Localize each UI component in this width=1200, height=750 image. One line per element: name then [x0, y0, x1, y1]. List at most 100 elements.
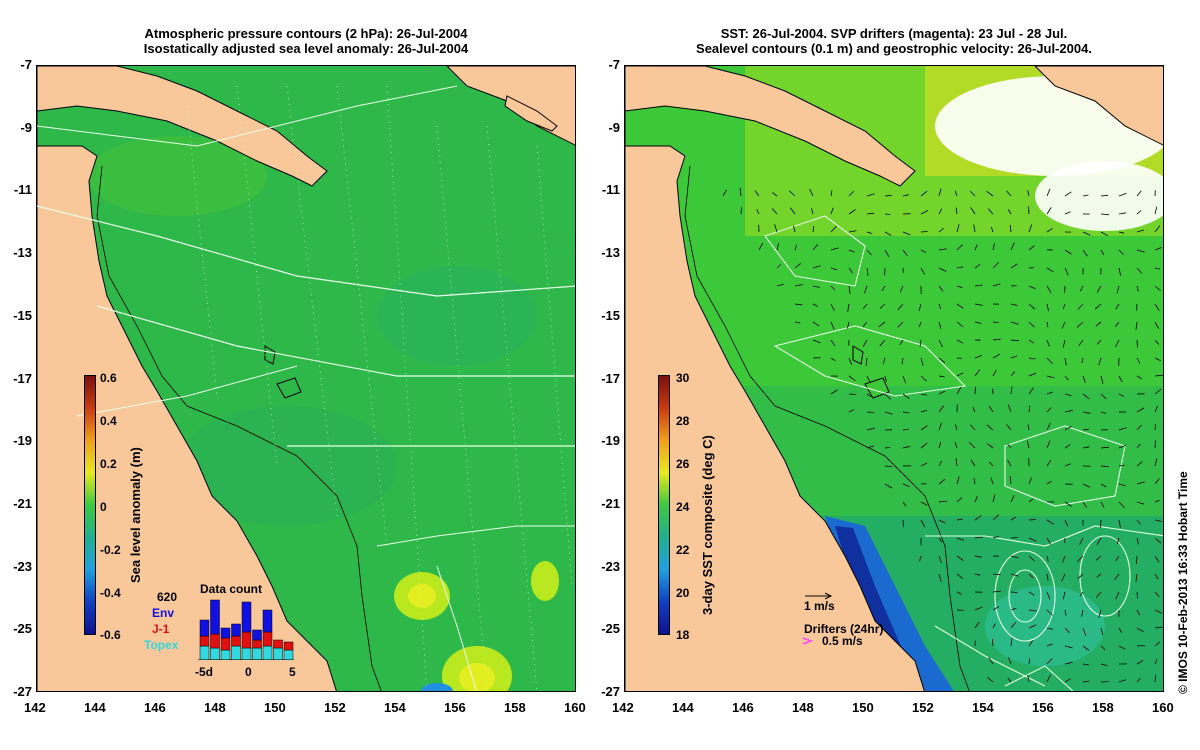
- sst-map: [624, 65, 1164, 692]
- velocity-arrow: [1077, 573, 1084, 580]
- velocity-arrow: [830, 226, 837, 233]
- velocity-arrow: [1154, 519, 1162, 522]
- velocity-arrow: [879, 303, 886, 309]
- velocity-arrow: [1154, 247, 1162, 251]
- x-tick-label: 146: [732, 700, 754, 715]
- velocity-arrow: [1010, 638, 1013, 647]
- velocity-arrow: [1077, 555, 1084, 562]
- velocity-arrow: [974, 244, 978, 251]
- velocity-arrow: [1007, 459, 1012, 467]
- velocity-arrow: [956, 285, 963, 289]
- velocity-arrow: [956, 244, 963, 251]
- velocity-arrow: [812, 339, 821, 344]
- velocity-arrow: [1046, 555, 1049, 562]
- velocity-arrow: [1010, 386, 1013, 395]
- velocity-arrow: [884, 465, 893, 468]
- velocity-arrow: [1114, 573, 1120, 581]
- velocity-arrow: [1135, 573, 1138, 582]
- velocity-arrow: [955, 207, 958, 215]
- velocity-arrow: [1007, 677, 1012, 683]
- velocity-arrow: [1100, 501, 1105, 508]
- y-tick-label: -19: [13, 433, 32, 449]
- velocity-arrow: [884, 483, 893, 489]
- velocity-arrow: [1009, 224, 1012, 233]
- velocity-arrow: [938, 519, 946, 524]
- velocity-arrow: [1046, 339, 1050, 347]
- velocity-arrow: [1154, 478, 1160, 485]
- velocity-arrow: [830, 357, 836, 362]
- inset-legend-topex: Topex: [144, 638, 179, 652]
- velocity-arrow: [1064, 267, 1069, 276]
- velocity-arrow: [1136, 537, 1139, 545]
- velocity-arrow: [1082, 663, 1089, 666]
- histogram-bar: [199, 645, 210, 660]
- velocity-arrow: [1078, 339, 1084, 346]
- velocity-arrow: [1154, 555, 1160, 563]
- velocity-arrow: [794, 284, 803, 287]
- velocity-arrow: [990, 226, 994, 233]
- velocity-arrow: [1046, 440, 1051, 449]
- velocity-arrow: [1100, 663, 1108, 666]
- velocity-arrow: [920, 210, 929, 215]
- velocity-arrow: [1046, 658, 1053, 665]
- velocity-arrow: [956, 386, 962, 395]
- velocity-arrow: [1116, 285, 1120, 294]
- velocity-arrow: [938, 405, 945, 413]
- velocity-arrow: [992, 283, 1001, 287]
- velocity-arrow: [1136, 609, 1141, 616]
- velocity-arrow: [897, 321, 904, 328]
- velocity-arrow: [938, 208, 943, 215]
- velocity-arrow: [1096, 339, 1102, 345]
- velocity-arrow: [938, 441, 942, 449]
- velocity-arrow: [1100, 411, 1107, 414]
- velocity-arrow: [974, 573, 981, 576]
- velocity-arrow: [1064, 444, 1071, 449]
- velocity-arrow: [789, 207, 796, 215]
- velocity-arrow: [1136, 660, 1144, 665]
- velocity-arrow: [987, 208, 994, 215]
- velocity-arrow: [1046, 285, 1052, 294]
- velocity-arrow: [722, 189, 727, 197]
- velocity-arrow: [862, 321, 868, 327]
- velocity-arrow: [1100, 627, 1104, 636]
- velocity-arrow: [938, 422, 942, 431]
- histogram-bar: [220, 637, 231, 651]
- velocity-arrow: [920, 519, 926, 528]
- velocity-arrow: [776, 264, 781, 269]
- velocity-arrow: [1082, 194, 1089, 197]
- velocity-arrow: [1082, 483, 1091, 488]
- velocity-arrow: [955, 424, 958, 431]
- y-tick-label: -13: [601, 245, 620, 261]
- velocity-arrow: [920, 357, 924, 366]
- velocity-arrow: [1046, 267, 1054, 273]
- sla-tick: 0.6: [100, 371, 117, 385]
- velocity-arrow: [1010, 607, 1017, 611]
- sst-colorbar-label: 3-day SST composite (deg C): [700, 435, 715, 615]
- velocity-arrow: [1082, 627, 1087, 636]
- velocity-arrow: [1027, 424, 1030, 431]
- velocity-arrow: [902, 231, 911, 236]
- velocity-arrow: [884, 213, 891, 215]
- velocity-arrow: [920, 249, 927, 253]
- velocity-arrow: [1136, 229, 1145, 233]
- velocity-arrow: [1010, 263, 1018, 269]
- x-tick-label: 144: [672, 700, 694, 715]
- velocity-arrow: [1136, 210, 1142, 215]
- x-tick-label: 160: [1152, 700, 1174, 715]
- velocity-arrow: [1154, 285, 1161, 291]
- histogram-bar: [231, 645, 241, 660]
- velocity-arrow: [1046, 207, 1052, 215]
- velocity-arrow: [830, 389, 838, 395]
- velocity-arrow: [1028, 357, 1036, 360]
- velocity-arrow: [866, 375, 871, 383]
- velocity-arrow: [812, 265, 821, 269]
- velocity-arrow: [920, 425, 928, 431]
- histogram-bar: [210, 599, 220, 635]
- velocity-arrow: [1118, 645, 1126, 650]
- velocity-arrow: [1008, 657, 1012, 665]
- velocity-arrow: [902, 445, 911, 449]
- velocity-arrow: [992, 338, 1001, 341]
- velocity-arrow: [1062, 339, 1066, 348]
- inset-xtick: 5: [289, 665, 296, 679]
- velocity-arrow: [1028, 285, 1036, 290]
